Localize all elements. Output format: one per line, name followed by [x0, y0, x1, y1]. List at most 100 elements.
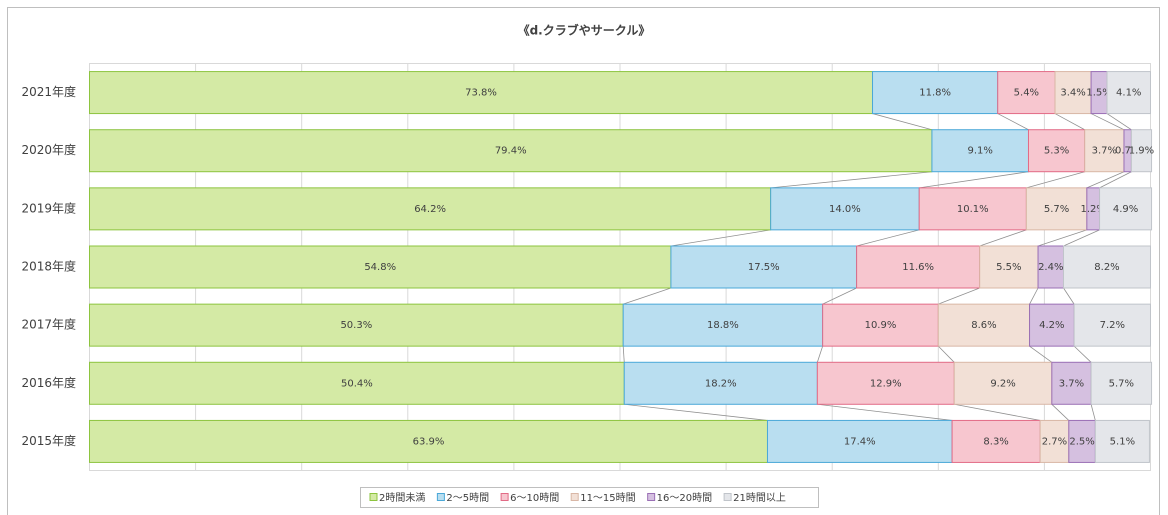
- y-tick-label: 2018年度: [21, 259, 76, 274]
- bar-segment: [622, 303, 824, 347]
- series-connector: [817, 403, 953, 421]
- data-label: 0.7%: [1115, 146, 1140, 157]
- data-label: 79.4%: [495, 146, 527, 157]
- data-label: 1.5%: [1086, 88, 1111, 99]
- bar-segment: [951, 419, 1041, 463]
- series-connector: [1051, 403, 1070, 421]
- data-label: 3.4%: [1060, 88, 1085, 99]
- data-label: 7.2%: [1100, 320, 1125, 331]
- bar-segment: [1084, 129, 1125, 173]
- data-label: 5.4%: [1014, 88, 1039, 99]
- series-connector: [1063, 229, 1100, 247]
- data-label: 63.9%: [413, 436, 445, 447]
- series-connector: [1029, 287, 1039, 305]
- bar-segment: [979, 245, 1039, 289]
- data-label: 18.2%: [705, 378, 737, 389]
- series-connector: [822, 287, 857, 305]
- series-connector: [872, 113, 933, 131]
- bar-segment: [1099, 187, 1153, 231]
- bar-segment: [1025, 187, 1088, 231]
- data-label: 5.1%: [1110, 436, 1135, 447]
- data-label: 50.3%: [340, 320, 372, 331]
- legend-label: 16～20時間: [657, 492, 712, 504]
- data-label: 4.2%: [1039, 320, 1064, 331]
- bar-segment: [770, 187, 920, 231]
- series-connector: [1054, 113, 1085, 131]
- bar-segment: [1029, 303, 1075, 347]
- series-connector: [919, 171, 1029, 189]
- y-tick-label: 2017年度: [21, 317, 76, 332]
- chart-title: 《d.クラブやサークル》: [518, 23, 651, 38]
- legend-label: 11～15時間: [580, 492, 635, 504]
- bar-segment: [766, 419, 953, 463]
- data-label: 14.0%: [829, 204, 861, 215]
- bar-segment: [89, 71, 874, 115]
- bar-segment: [1090, 361, 1153, 405]
- bar-segment: [872, 71, 999, 115]
- bar-segment: [623, 361, 818, 405]
- data-label: 54.8%: [364, 262, 396, 273]
- y-tick-label: 2016年度: [21, 375, 76, 390]
- bar-segment: [1051, 361, 1092, 405]
- series-connector: [1063, 287, 1075, 305]
- data-label: 1.9%: [1129, 146, 1154, 157]
- data-label: 17.4%: [844, 436, 876, 447]
- bar-segment: [1073, 303, 1152, 347]
- series-connector: [856, 229, 920, 247]
- legend-swatch: [723, 493, 732, 501]
- legend-label: 6～10時間: [510, 492, 559, 504]
- data-label: 5.5%: [996, 262, 1021, 273]
- data-label: 11.8%: [919, 88, 951, 99]
- data-label: 5.7%: [1044, 204, 1069, 215]
- data-label: 73.8%: [465, 88, 497, 99]
- data-label: 50.4%: [341, 378, 373, 389]
- series-connector: [623, 287, 672, 305]
- series-connector: [938, 287, 980, 305]
- series-connector: [1090, 404, 1096, 421]
- legend-swatch: [500, 493, 509, 501]
- bar-segment: [1054, 71, 1092, 115]
- data-label: 3.7%: [1092, 146, 1117, 157]
- legend-swatch: [570, 493, 579, 501]
- data-label: 11.6%: [902, 262, 934, 273]
- series-connector: [1026, 171, 1085, 189]
- bar-segment: [89, 419, 768, 463]
- bar-segment: [1130, 129, 1153, 173]
- data-label: 9.2%: [990, 378, 1015, 389]
- series-connector: [624, 403, 768, 421]
- data-label: 3.7%: [1059, 378, 1084, 389]
- data-label: 12.9%: [870, 378, 902, 389]
- bar-segment: [89, 303, 624, 347]
- series-connector: [954, 403, 1041, 421]
- bar-segment: [89, 245, 672, 289]
- data-label: 4.9%: [1113, 204, 1138, 215]
- series-connector: [670, 229, 771, 247]
- y-tick-label: 2015年度: [21, 433, 76, 448]
- series-connector: [1099, 171, 1132, 189]
- bar-segment: [953, 361, 1053, 405]
- y-tick-label: 2020年度: [21, 142, 76, 157]
- series-connector: [1073, 345, 1092, 363]
- series-connector: [1086, 171, 1125, 189]
- data-label: 5.7%: [1109, 378, 1134, 389]
- legend-label: 2時間未満: [379, 492, 425, 504]
- bar-segment: [856, 245, 981, 289]
- legend-swatch: [647, 493, 656, 501]
- series-connector: [1090, 113, 1125, 131]
- bar-segment: [1068, 419, 1096, 463]
- bar-segment: [670, 245, 858, 289]
- series-connector: [1037, 229, 1087, 247]
- data-label: 10.9%: [865, 320, 897, 331]
- bar-segment: [822, 303, 939, 347]
- bar-segment: [997, 71, 1056, 115]
- bar-segment: [1037, 245, 1064, 289]
- bar-segment: [1062, 245, 1152, 289]
- bar-segment: [89, 187, 772, 231]
- legend-label: 2～5時間: [446, 492, 489, 504]
- data-label: 9.1%: [968, 146, 993, 157]
- data-label: 2.4%: [1038, 262, 1063, 273]
- data-label: 4.1%: [1116, 88, 1141, 99]
- series-connector: [938, 345, 955, 363]
- bar-segment: [1094, 419, 1150, 463]
